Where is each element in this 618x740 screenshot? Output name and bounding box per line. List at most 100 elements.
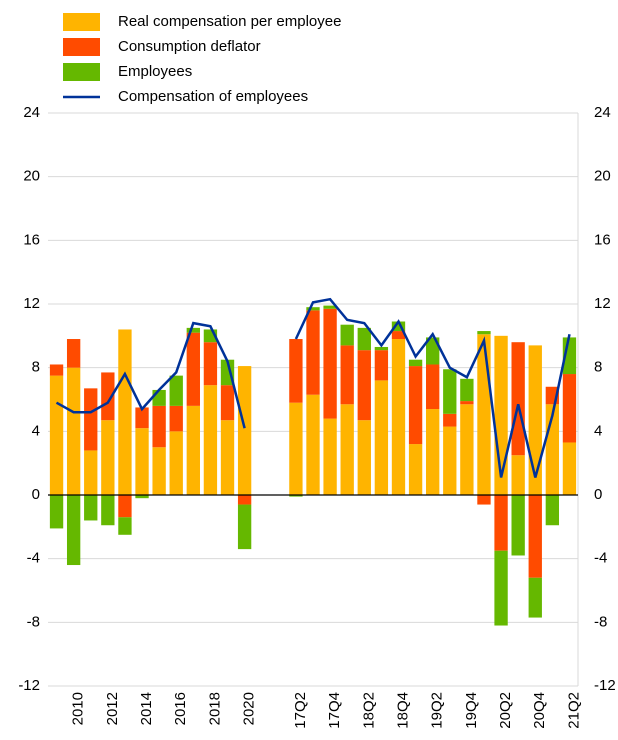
bar-segment [426,364,440,410]
x-tick-label: 2016 [172,692,189,725]
bar-segment [118,517,132,535]
bar-segment [340,324,354,346]
y2-tick-label: 4 [594,422,602,439]
bar-segment [426,337,440,365]
bar-segment [494,550,508,626]
bar-segment [135,428,149,495]
bar-segment [357,327,371,351]
bar-segment [408,359,423,367]
x-tick-label: 2012 [104,692,121,725]
x-tick-label: 2010 [70,692,87,725]
legend-swatch [63,63,100,81]
bar-segment [186,332,200,406]
y-tick-label: 4 [32,422,40,439]
bar-segment [66,367,81,495]
bar-segment [477,331,491,335]
bar-segment [237,495,252,505]
y-tick-label: 12 [23,295,40,312]
bar-segment [511,342,525,456]
bar-segment [374,350,389,381]
bar-segment [84,450,98,495]
bar-segment [289,339,303,403]
y2-tick-label: 20 [594,168,611,185]
bar-segment [340,404,354,495]
bar-segment [460,404,474,495]
x-tick-label: 18Q4 [394,692,411,729]
bar-segment [118,329,132,495]
bar-segment [237,504,252,550]
bar-segment [169,431,183,495]
bar-segment [391,331,406,340]
bar-segment [101,420,115,495]
bar-segment [426,409,440,495]
y-tick-label: -4 [27,550,40,567]
x-tick-label: 2020 [241,692,258,725]
bar-segment [323,308,337,419]
x-tick-label: 17Q2 [292,692,309,729]
bar-segment [237,366,252,495]
bar-segment [460,378,474,402]
bar-segment [66,339,81,368]
y-tick-label: 0 [32,486,40,503]
y-tick-label: 20 [23,168,40,185]
bar-segment [357,420,371,495]
line-series [55,297,571,478]
bar-segment [220,385,235,421]
legend-label: Compensation of employees [118,88,308,105]
bar-segment [306,307,320,311]
y2-tick-label: 16 [594,231,611,248]
bar-segment [49,375,64,495]
bar-segment [101,495,115,526]
x-tick-label: 19Q2 [429,692,446,729]
x-tick-label: 17Q4 [326,692,343,729]
y2-tick-label: 0 [594,486,602,503]
bar-segment [49,364,64,376]
bar-segment [306,394,320,495]
y2-tick-label: 8 [594,359,602,376]
bar-segment [306,310,320,395]
bar-segment [169,405,183,432]
bar-segment [494,495,508,551]
y2-tick-label: -8 [594,613,607,630]
bar-segment [408,366,423,445]
y-tick-label: 8 [32,359,40,376]
bar-segment [152,405,166,448]
bar-segment [135,495,149,499]
bar-segment [391,321,406,332]
x-tick-label: 20Q4 [531,692,548,729]
bar-segment [443,369,457,414]
bar-segment [84,495,98,521]
bar-segment [562,442,577,495]
bar-segment [374,380,389,495]
bar-segment [169,375,183,406]
legend-label: Consumption deflator [118,38,261,55]
bar-segment [562,374,577,443]
bar-segment [443,413,457,427]
x-tick-label: 18Q2 [360,692,377,729]
bar-segment [152,389,166,406]
y2-tick-label: -12 [594,677,616,694]
bar-segment [545,495,560,526]
y2-tick-label: 12 [594,295,611,312]
bar-segment [135,407,149,429]
x-tick-label: 19Q4 [463,692,480,729]
bar-segment [528,577,542,618]
bar-segment [511,495,525,556]
y2-tick-label: -4 [594,550,607,567]
bar-segment [289,495,303,497]
y2-tick-label: 24 [594,104,611,121]
bar-segment [477,495,491,505]
x-tick-label: 2018 [206,692,223,725]
legend-swatch [63,38,100,56]
bar-segment [340,345,354,405]
bar-segment [460,401,474,405]
y-tick-label: -8 [27,613,40,630]
bar-segment [152,447,166,495]
bar-segment [357,350,371,421]
bar-segment [203,385,218,495]
bar-segment [323,418,337,495]
bar-segment [84,388,98,451]
legend-label: Real compensation per employee [118,13,341,30]
bar-segment [477,334,491,495]
bar-segment [289,402,303,495]
